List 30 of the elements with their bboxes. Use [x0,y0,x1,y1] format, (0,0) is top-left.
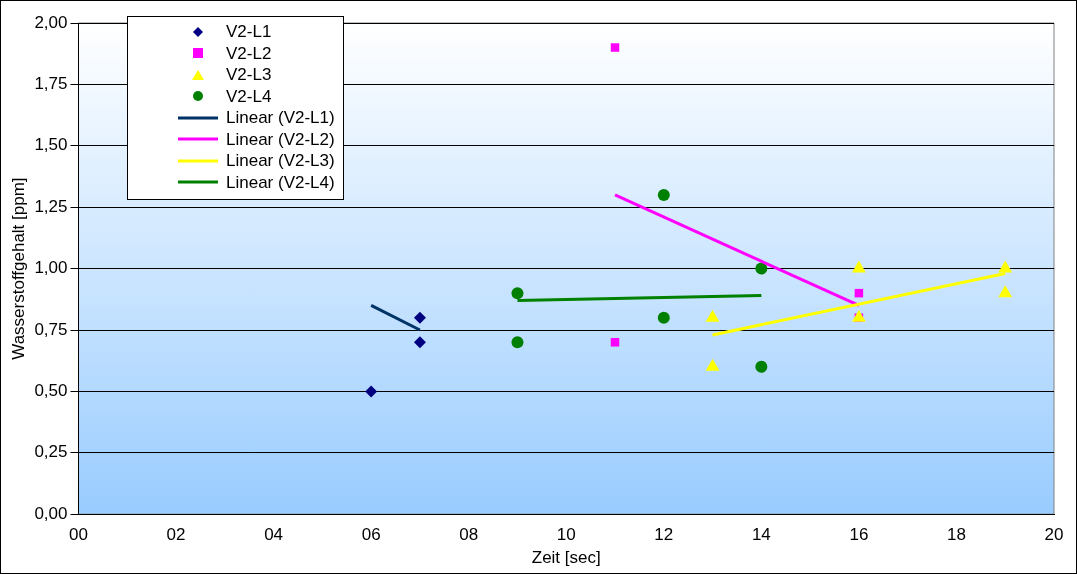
x-tick-label: 04 [264,525,284,545]
x-tick-label: 10 [556,525,576,545]
y-tick-label: 0,00 [34,503,68,523]
legend-label: V2-L4 [226,85,272,107]
legend-label: Linear (V2-L4) [226,171,335,193]
x-tick-label: 06 [361,525,381,545]
x-tick-label: 16 [849,525,869,545]
legend-label: Linear (V2-L1) [226,107,335,129]
y-tick-label: 2,00 [34,12,68,32]
x-tick-label: 14 [751,525,771,545]
y-tick-label: 0,75 [34,319,68,339]
y-tick-label: 0,25 [34,442,68,462]
x-tick-label: 08 [459,525,479,545]
legend-label: V2-L2 [226,42,272,64]
x-tick-label: 12 [654,525,674,545]
y-tick-label: 1,50 [34,135,68,155]
y-axis-title: Wasserstoffgehalt [ppm] [8,177,28,360]
y-tick-label: 1,75 [34,74,68,94]
x-tick-label: 18 [946,525,966,545]
x-tick-label: 20 [1044,525,1064,545]
legend-label: Linear (V2-L2) [226,128,335,150]
x-axis-title: Zeit [sec] [531,548,601,568]
legend-label: V2-L3 [226,64,272,86]
y-tick-label: 1,00 [34,258,68,278]
y-tick-label: 0,50 [34,381,68,401]
x-tick-label: 00 [69,525,88,545]
legend-label: Linear (V2-L3) [226,150,335,172]
x-tick-label: 02 [166,525,186,545]
y-tick-label: 1,25 [34,196,68,216]
legend-label: V2-L1 [226,21,272,43]
